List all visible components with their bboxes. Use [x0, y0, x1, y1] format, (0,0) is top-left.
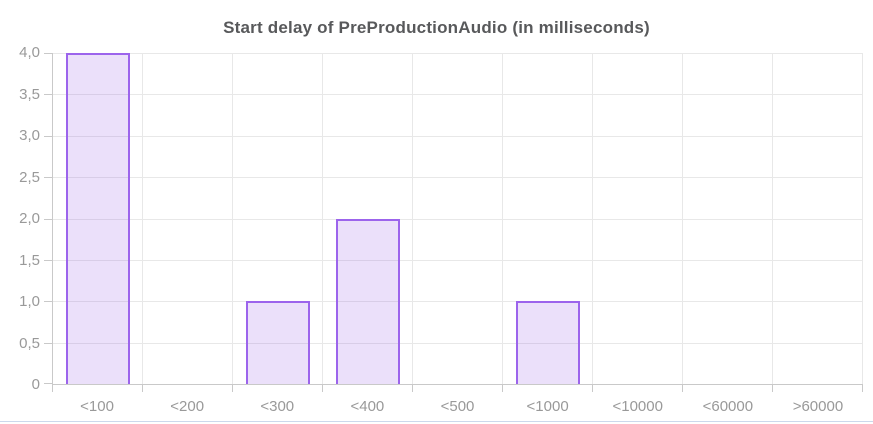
h-gridline: [53, 135, 863, 137]
y-tick-label: 0,5: [19, 334, 40, 352]
bar: [66, 53, 130, 384]
h-gridline: [53, 342, 863, 344]
v-gridline: [502, 53, 503, 384]
v-gridline: [591, 53, 593, 384]
y-tick-label: 3,0: [19, 127, 40, 144]
x-tick-label: <400: [350, 398, 385, 415]
v-gridline: [321, 53, 323, 384]
page-bottom-divider: [0, 421, 873, 422]
v-gridline: [411, 53, 413, 384]
y-axis-tick: [44, 177, 52, 179]
v-gridline: [771, 53, 773, 384]
x-axis-tick: [411, 384, 413, 392]
y-tick-label: 2,5: [19, 168, 40, 186]
y-axis-tick: [44, 301, 52, 303]
x-axis-tick: [682, 384, 683, 392]
y-tick-label: 4,0: [19, 44, 40, 61]
v-gridline: [141, 53, 143, 384]
x-tick-label: <300: [260, 398, 295, 415]
x-tick-label: <100: [80, 398, 114, 415]
h-gridline: [53, 177, 863, 179]
x-tick-label: <1000: [526, 398, 569, 415]
x-axis-tick: [862, 384, 863, 392]
y-axis-tick: [44, 94, 52, 96]
x-tick-label: <60000: [702, 398, 754, 415]
h-gridline: [53, 301, 863, 303]
v-gridline: [682, 53, 683, 384]
y-tick-label: 1,0: [19, 293, 40, 310]
h-gridline: [53, 94, 863, 96]
bar: [516, 301, 580, 384]
y-axis-tick: [44, 342, 52, 344]
x-tick-label: <500: [440, 398, 475, 415]
x-axis-tick: [771, 384, 773, 392]
h-gridline: [53, 218, 863, 220]
x-axis-tick: [502, 384, 503, 392]
bar: [336, 218, 400, 384]
v-gridline: [231, 53, 233, 384]
bar: [246, 301, 310, 384]
y-axis-tick: [44, 218, 52, 220]
y-tick-label: 3,5: [19, 85, 40, 103]
x-axis-tick: [141, 384, 143, 392]
x-axis-tick: [52, 384, 53, 392]
x-axis-tick: [321, 384, 323, 392]
x-axis-tick: [591, 384, 593, 392]
plot-area: [44, 53, 863, 392]
x-axis-tick: [231, 384, 233, 392]
h-gridline: [53, 53, 863, 54]
x-tick-label: <10000: [612, 398, 663, 415]
y-axis-tick: [44, 383, 52, 384]
y-axis-tick: [44, 135, 52, 137]
chart-title: Start delay of PreProductionAudio (in mi…: [223, 18, 650, 37]
y-tick-label: 2,0: [19, 210, 40, 227]
x-tick-label: <200: [170, 398, 205, 415]
y-tick-label: 0: [31, 376, 40, 393]
h-gridline: [53, 259, 863, 261]
x-tick-label: >60000: [792, 398, 844, 415]
v-gridline: [862, 53, 863, 384]
y-axis-tick: [44, 259, 52, 261]
y-tick-label: 1,5: [19, 251, 40, 269]
y-axis-tick: [44, 53, 52, 54]
